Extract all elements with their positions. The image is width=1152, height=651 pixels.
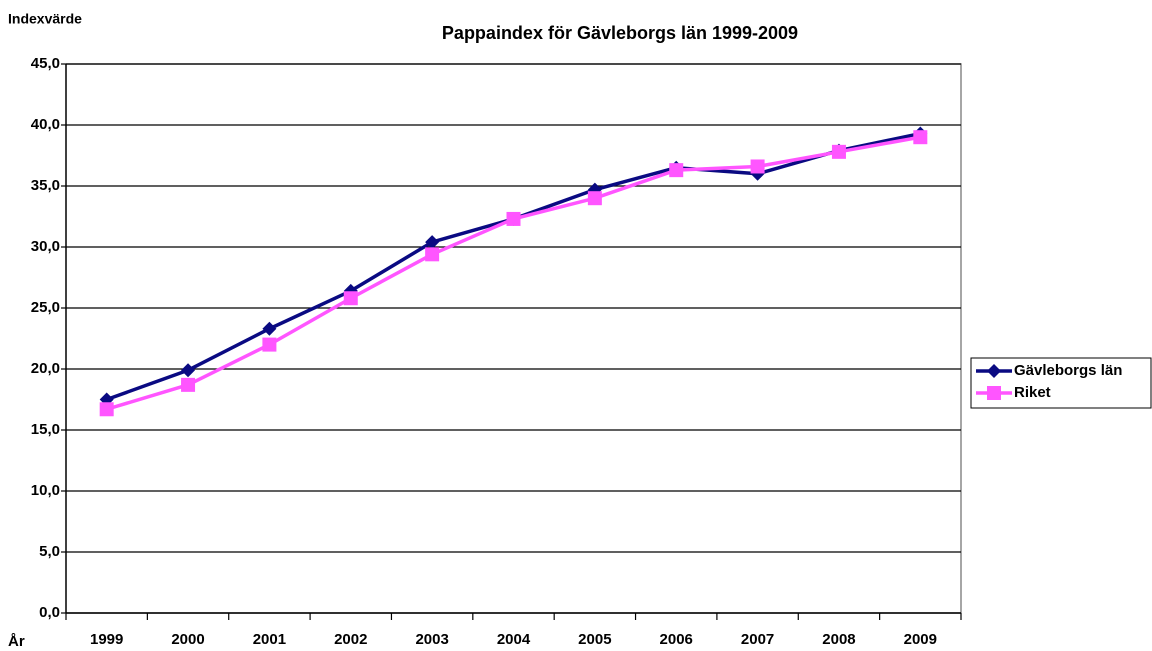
data-point (750, 159, 765, 174)
y-tick-label: 5,0 (39, 543, 60, 560)
chart-title: Pappaindex för Gävleborgs län 1999-2009 (442, 23, 798, 43)
y-tick-label: 10,0 (31, 482, 60, 499)
legend-marker (987, 364, 1001, 378)
data-point (425, 247, 440, 262)
y-tick-label: 20,0 (31, 360, 60, 377)
data-point (99, 402, 114, 417)
y-tick-label: 30,0 (31, 238, 60, 255)
y-tick-label: 35,0 (31, 177, 60, 194)
x-tick-label: 2003 (415, 631, 448, 648)
x-tick-label: 2008 (822, 631, 855, 648)
y-tick-label: 0,0 (39, 604, 60, 621)
series-line (106, 131, 921, 402)
x-tick-label: 2004 (497, 631, 531, 648)
x-tick-label: 2000 (171, 631, 204, 648)
data-point (425, 235, 440, 250)
y-tick-label: 25,0 (31, 299, 60, 316)
legend-label: Gävleborgs län (1014, 362, 1122, 379)
x-tick-label: 2005 (578, 631, 611, 648)
data-point (831, 144, 846, 159)
data-point (913, 130, 928, 145)
data-point (262, 321, 277, 336)
x-tick-label: 2002 (334, 631, 367, 648)
data-point (262, 337, 277, 352)
x-tick-label: 1999 (90, 631, 123, 648)
y-axis-label: Indexvärde (8, 11, 82, 27)
legend-label: Riket (1014, 384, 1051, 401)
y-tick-label: 15,0 (31, 421, 60, 438)
data-point (587, 191, 602, 206)
y-tick-label: 45,0 (31, 55, 60, 72)
x-tick-label: 2009 (904, 631, 937, 648)
x-axis-label: År (8, 633, 25, 650)
legend-marker (987, 386, 1001, 400)
data-point (506, 211, 521, 226)
y-tick-label: 40,0 (31, 116, 60, 133)
x-tick-label: 2007 (741, 631, 774, 648)
data-point (181, 377, 196, 392)
x-tick-label: 2001 (253, 631, 286, 648)
data-point (343, 291, 358, 306)
x-tick-label: 2006 (660, 631, 693, 648)
data-point (181, 363, 196, 378)
data-point (669, 163, 684, 178)
plot-border (66, 63, 962, 613)
